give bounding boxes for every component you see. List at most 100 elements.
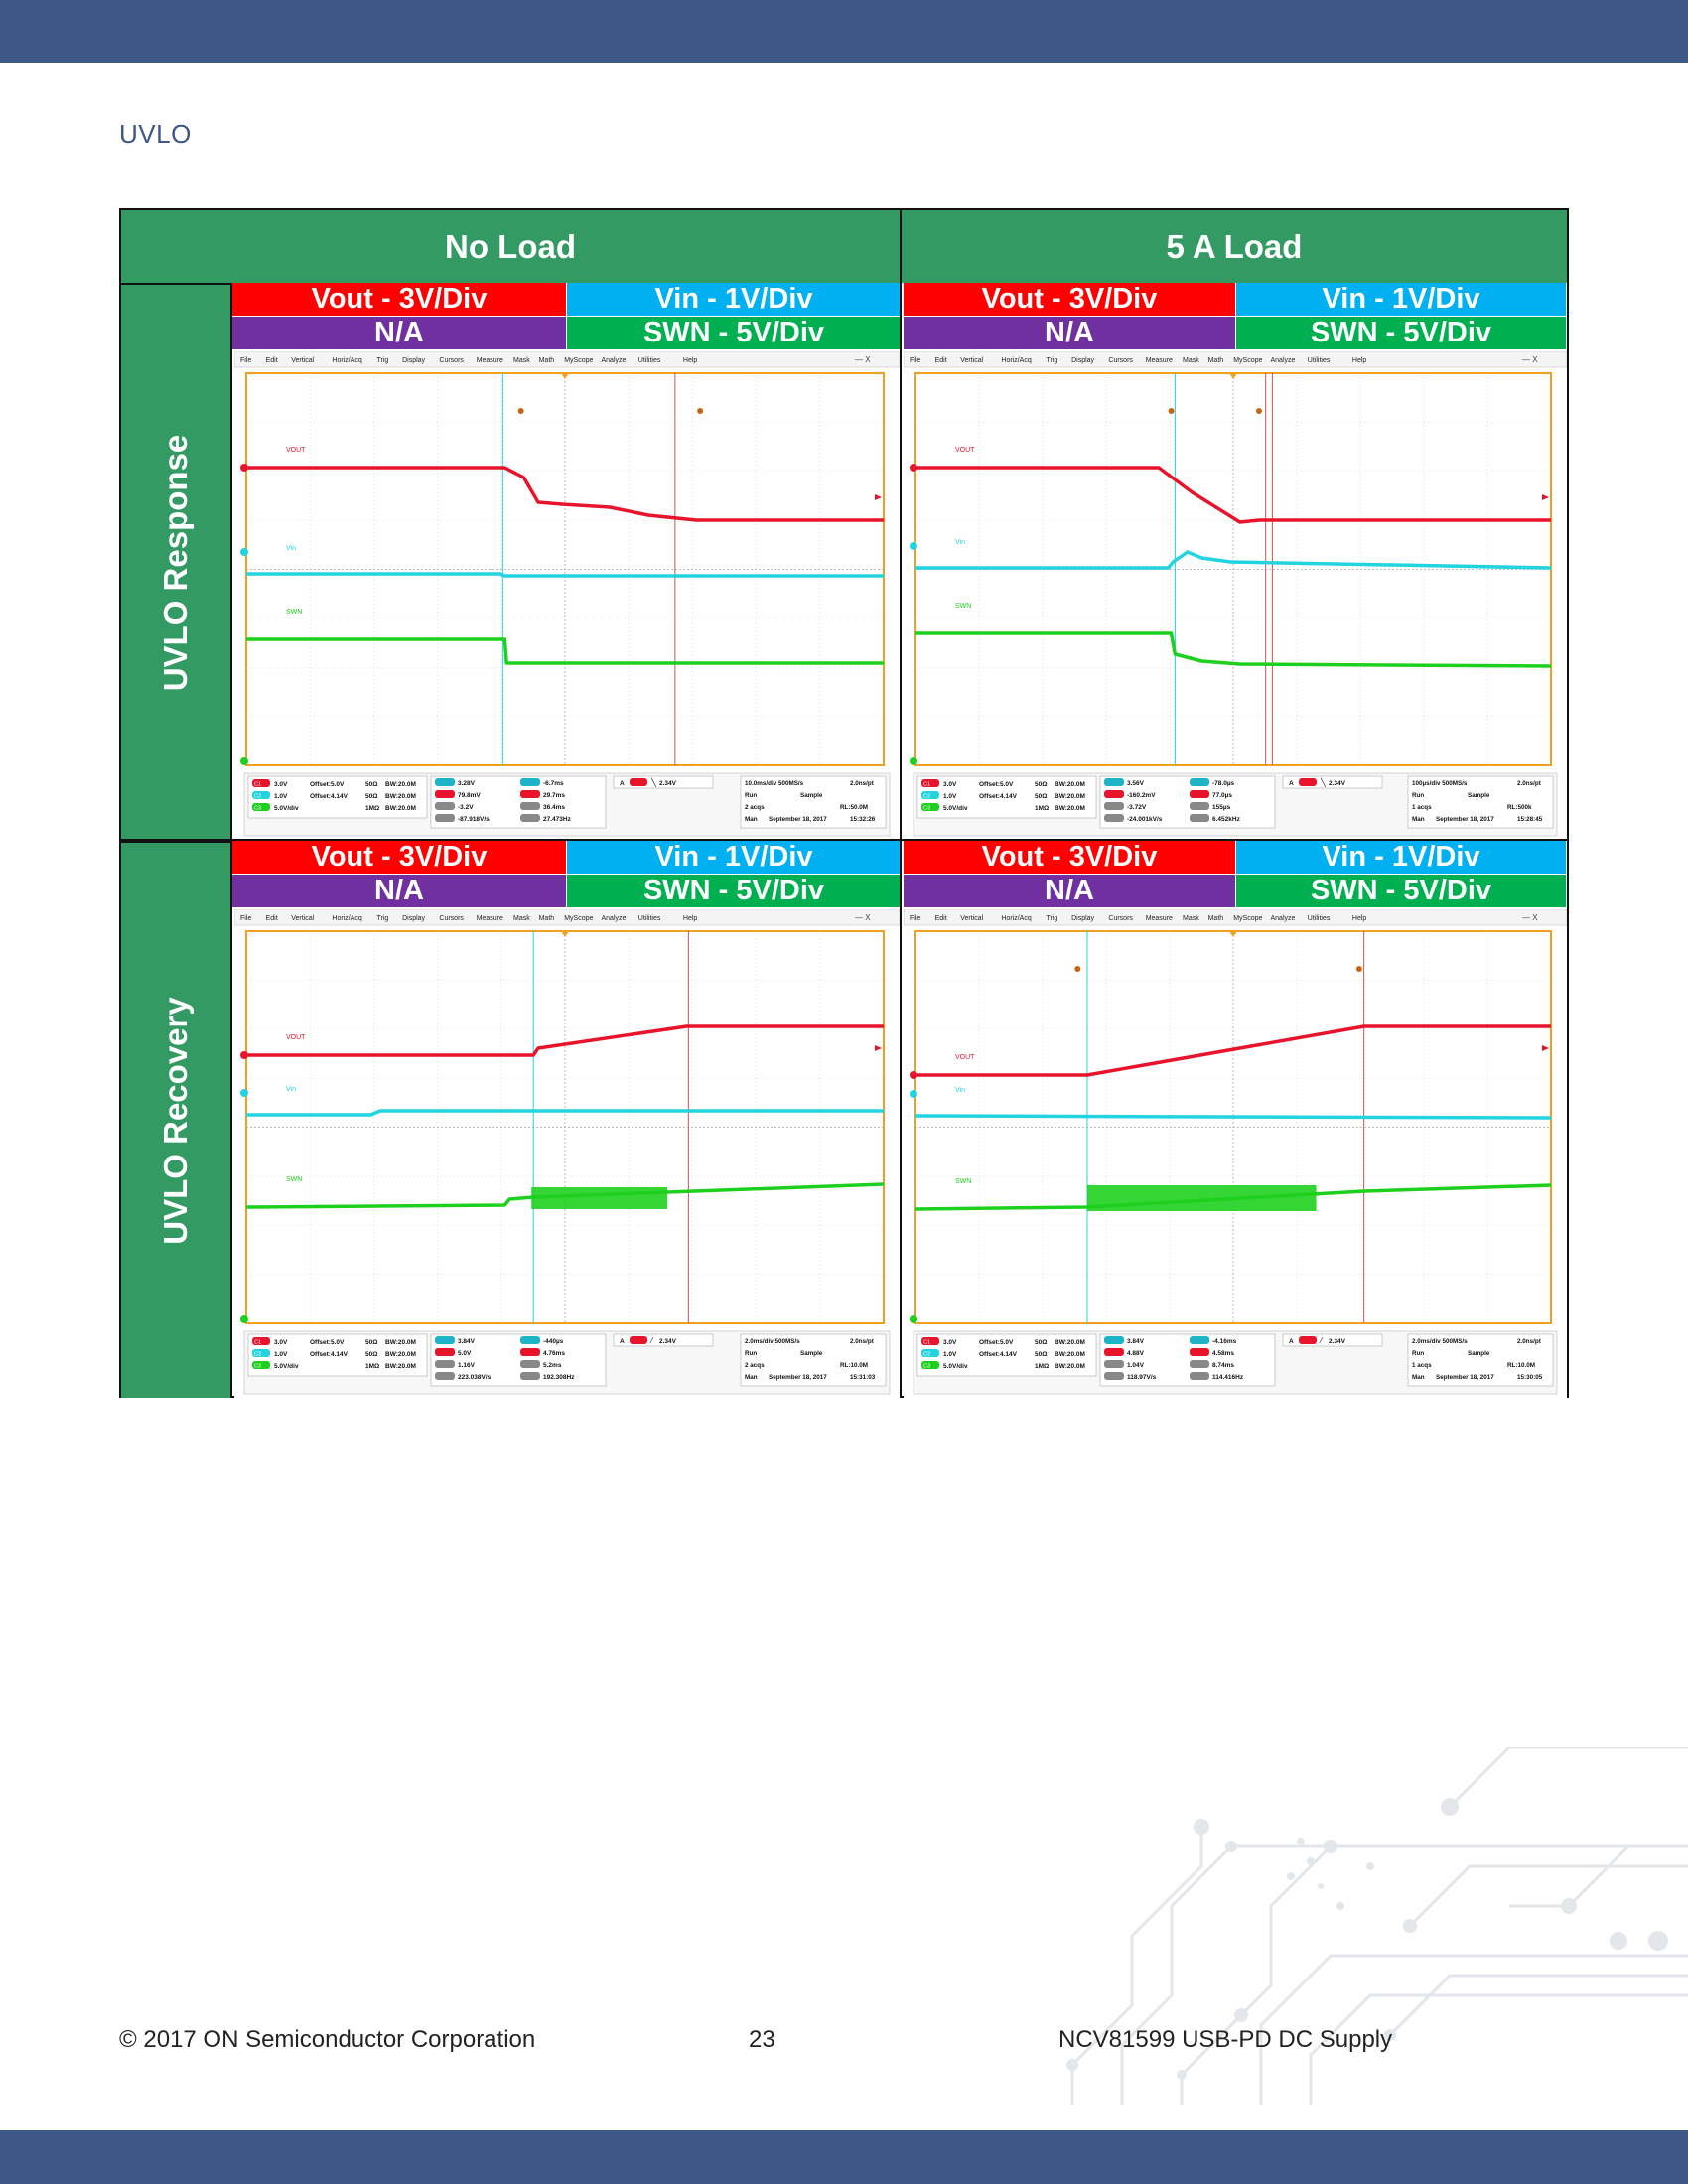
scope-menu-item: File — [240, 357, 251, 364]
channel-label-na: N/A — [904, 317, 1236, 350]
channel-bandwidth: BW:20.0M — [1055, 1351, 1085, 1358]
scope-menu-item: Vertical — [291, 357, 314, 364]
scope-window-controls: — X — [1522, 355, 1538, 364]
channel-badge — [921, 1337, 939, 1345]
cursor-readout: 3.56V -160.2mV -3.72V -24.001kV/s -78.0µs 77.… — [1099, 775, 1276, 829]
cursor-value: 4.88V — [1127, 1350, 1145, 1357]
scope-menu-bar: File Edit Vertical Horiz/Acq Trig Display Curs… — [234, 909, 900, 926]
scope-menu-item: Horiz/Acq — [1001, 357, 1031, 364]
channel-impedance: 1MΩ — [365, 1363, 379, 1370]
channel-id: C1 — [923, 782, 930, 788]
scope-menu-item: Edit — [266, 915, 278, 922]
scope-menu-item: Trig — [1047, 915, 1058, 922]
cursor-value: 3.84V — [1127, 1338, 1145, 1345]
oscilloscope-screenshot-recovery-no-load: File Edit Vertical Horiz/Acq Trig Display Curs… — [234, 909, 900, 1398]
scope-menu-item: Edit — [266, 357, 278, 364]
channel-impedance: 50Ω — [365, 781, 377, 788]
cursor-value: -24.001kV/s — [1127, 816, 1163, 823]
trigger-slope-icon: ╲ — [650, 777, 657, 787]
swn-trace — [245, 1182, 885, 1209]
cursor-value: 1.04V — [1127, 1362, 1145, 1369]
acquisition-readout: 2.0ms/div 500MS/s 2.0ns/pt Run Sample 2 acqs… — [740, 1333, 887, 1387]
ch2-marker — [910, 1090, 917, 1098]
scope-menu-item: Horiz/Acq — [332, 357, 361, 364]
top-banner — [0, 0, 1688, 63]
scope-menu-bar: File Edit Vertical Horiz/Acq Trig Display Curs… — [234, 351, 900, 368]
swn-trace — [915, 631, 1552, 668]
trigger-readout: A ╲ 2.34V — [613, 775, 714, 789]
ch1-marker — [910, 464, 917, 472]
ch3-marker — [240, 1315, 248, 1323]
channel-impedance: 1MΩ — [365, 805, 379, 812]
cursor-value: -440µs — [543, 1338, 564, 1345]
channel-badge — [921, 791, 939, 799]
channel-id: C2 — [923, 1352, 930, 1358]
cursor-value: -6.7ms — [543, 780, 564, 787]
scope-menu-bar: File Edit Vertical Horiz/Acq Trig Display Curs… — [904, 351, 1567, 368]
scope-menu-item: Measure — [1146, 915, 1173, 922]
trace-label-swn: SWN — [286, 1176, 302, 1183]
footer-copyright: © 2017 ON Semiconductor Corporation — [119, 2026, 536, 2053]
channel-impedance: 1MΩ — [1035, 805, 1049, 812]
channel-offset: Offset:5.0V — [979, 781, 1014, 788]
cursor-value: -3.2V — [458, 804, 474, 811]
channel-settings: C1 3.0V Offset:5.0V 50Ω BW:20.0M C2 1.0V Offset… — [916, 775, 1097, 819]
capture-time: 15:32:26 — [850, 816, 876, 823]
vin-trace — [914, 1114, 1552, 1120]
scope-menu-bar: File Edit Vertical Horiz/Acq Trig Display Curs… — [904, 909, 1567, 926]
channel-scale: 3.0V — [274, 1339, 288, 1346]
scope-menu-item: Cursors — [1108, 915, 1133, 922]
cursor-value: 6.452kHz — [1212, 816, 1241, 823]
vout-trace — [915, 1024, 1551, 1077]
scope-menu-item: Math — [539, 357, 555, 364]
channel-badge — [921, 803, 939, 811]
footer-document-title: NCV81599 USB-PD DC Supply — [1058, 2026, 1393, 2053]
acq-count: 2 acqs — [745, 1362, 765, 1369]
channel-offset: Offset:4.14V — [310, 793, 349, 800]
channel-label-vout: Vout - 3V/Div — [904, 841, 1236, 875]
cursor-value: 79.8mV — [458, 792, 481, 799]
acquisition-readout: 2.0ms/div 500MS/s 2.0ns/pt Run Sample 1 acqs… — [1407, 1333, 1554, 1387]
channel-label-vin: Vin - 1V/Div — [1236, 283, 1567, 317]
scope-menu-item: Edit — [935, 357, 947, 364]
acq-state: Run — [745, 1350, 757, 1357]
channel-id: C2 — [254, 794, 261, 800]
scope-menu-item: File — [910, 357, 920, 364]
scope-menu-item: MyScope — [1233, 357, 1262, 364]
channel-bandwidth: BW:20.0M — [385, 793, 416, 800]
trigger-level-marker — [1542, 1045, 1549, 1051]
scope-menu-item: Analyze — [602, 357, 627, 364]
scope-menu-item: Mask — [513, 357, 530, 364]
ch2-marker — [240, 1089, 248, 1097]
channel-bandwidth: BW:20.0M — [385, 781, 416, 788]
channel-label-swn: SWN - 5V/Div — [567, 317, 902, 350]
channel-scale: 5.0V/div — [274, 1363, 299, 1370]
scope-menu-item: Edit — [935, 915, 947, 922]
cursor-marker — [1168, 408, 1175, 414]
ch3-marker — [910, 1315, 917, 1323]
scope-menu-item: Display — [1071, 357, 1094, 364]
scope-menu-item: Help — [683, 915, 698, 922]
scope-menu-item: Mask — [1183, 915, 1199, 922]
scope-menu-item: Math — [1208, 915, 1224, 922]
svg-text:A: A — [1289, 780, 1294, 787]
trigger-mode: Man — [1412, 816, 1425, 823]
cursor-value: 3.56V — [1127, 780, 1145, 787]
channel-impedance: 50Ω — [365, 1351, 377, 1358]
cursor-value: 4.58ms — [1212, 1350, 1234, 1357]
cursor-value: 4.76ms — [543, 1350, 565, 1357]
cursor-value: 8.74ms — [1212, 1362, 1234, 1369]
channel-scale: 3.0V — [943, 1339, 957, 1346]
channel-label-swn: SWN - 5V/Div — [1236, 875, 1567, 908]
cursor-value: 155µs — [1212, 804, 1231, 811]
channel-bandwidth: BW:20.0M — [385, 1351, 416, 1358]
channel-scale: 5.0V/div — [943, 1363, 968, 1370]
cursor-value: 1.16V — [458, 1362, 476, 1369]
column-header-no-load: No Load — [121, 210, 902, 283]
trace-label-vin: Vin — [955, 539, 965, 546]
channel-scale: 1.0V — [943, 1351, 957, 1358]
channel-bandwidth: BW:20.0M — [1055, 1339, 1085, 1346]
scope-menu-item: Cursors — [1108, 357, 1133, 364]
scope-menu-item: Display — [402, 915, 425, 922]
channel-impedance: 50Ω — [1035, 1351, 1047, 1358]
